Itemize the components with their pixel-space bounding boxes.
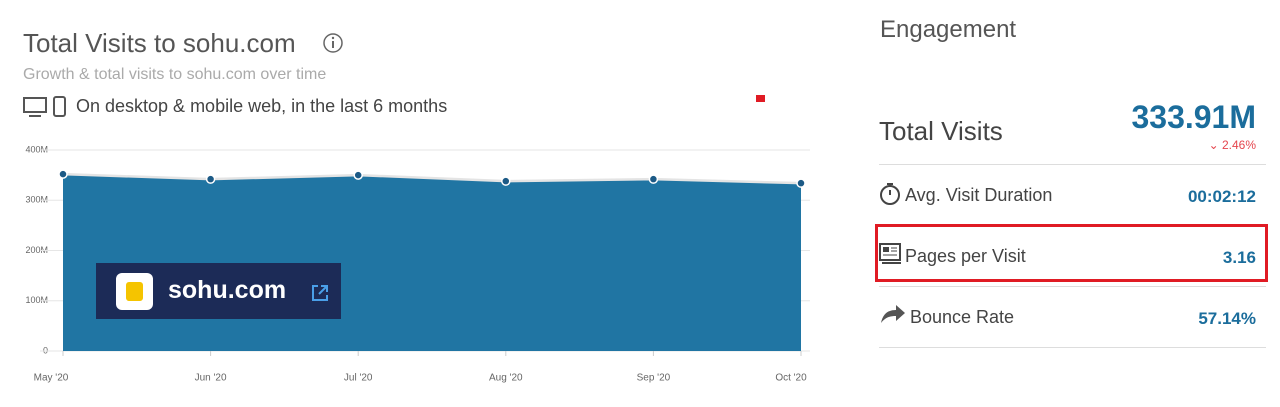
x-tick-label: Aug '20 [489, 373, 523, 384]
device-icons [23, 96, 66, 117]
point [353, 170, 363, 180]
x-tick-label: May '20 [34, 373, 69, 384]
marker [756, 95, 765, 102]
metric-label: Pages per Visit [905, 246, 1026, 266]
legend[interactable]: sohu.com [96, 263, 341, 319]
metric-row: Pages per Visit 3.16 [879, 226, 1266, 287]
point [648, 174, 659, 184]
pages-icon [879, 243, 901, 264]
metric-value: 00:02:12 [1187, 187, 1256, 206]
legend-label: sohu.com [168, 276, 287, 304]
metric-label: Total Visits [879, 116, 1003, 146]
line [62, 172, 802, 185]
timer-icon [880, 183, 900, 205]
down-arrow: ⌄ [1208, 138, 1219, 152]
metric-row: Avg. Visit Duration 00:02:12 [879, 165, 1266, 226]
metric-label: Avg. Visit Duration [905, 185, 1053, 205]
total-visits-row: Total Visits 333.91M ⌄ 2.46% [879, 95, 1266, 165]
highlight-box [875, 224, 1268, 282]
point [796, 178, 806, 188]
point [58, 169, 68, 179]
x-tick-label: Jul '20 [344, 373, 373, 384]
x-tick-label: Sep '20 [637, 373, 671, 384]
y-tick-label: 100M [25, 295, 48, 305]
engagement-title: Engagement [880, 16, 1017, 43]
metric-label: Bounce Rate [910, 307, 1015, 327]
x-tick-label: Jun '20 [195, 373, 227, 384]
y-tick-label: 400M [25, 144, 48, 154]
change: ⌄ 2.46% [1209, 138, 1256, 152]
metric-value: 3.16 [1222, 248, 1256, 267]
external-link[interactable] [310, 283, 330, 303]
y-tick-label: 200M [25, 245, 48, 255]
chart: 0 100M 200M 300M 400M May '20 Jun '20 Jul '20 Au… [25, 144, 810, 384]
subtitle: Growth & total visits to sohu.com over t… [23, 66, 327, 83]
point [205, 174, 216, 184]
info-icon[interactable] [322, 32, 344, 54]
metric-value: 57.14% [1198, 309, 1256, 328]
metric-row: Bounce Rate 57.14% [879, 287, 1266, 348]
scope: On desktop & mobile web, in the last 6 m… [76, 96, 448, 116]
point [501, 176, 511, 186]
x-tick-label: Oct '20 [775, 373, 807, 384]
site-logo [126, 282, 143, 301]
metric-value: 333.91M [1131, 99, 1256, 135]
change-value: 2.46% [1221, 138, 1256, 152]
site-icon [116, 273, 153, 310]
y-tick-label: 0 [43, 345, 48, 355]
bounce-icon [881, 305, 905, 323]
y-tick-label: 300M [25, 195, 48, 205]
page-title: Total Visits to sohu.com [23, 28, 296, 58]
